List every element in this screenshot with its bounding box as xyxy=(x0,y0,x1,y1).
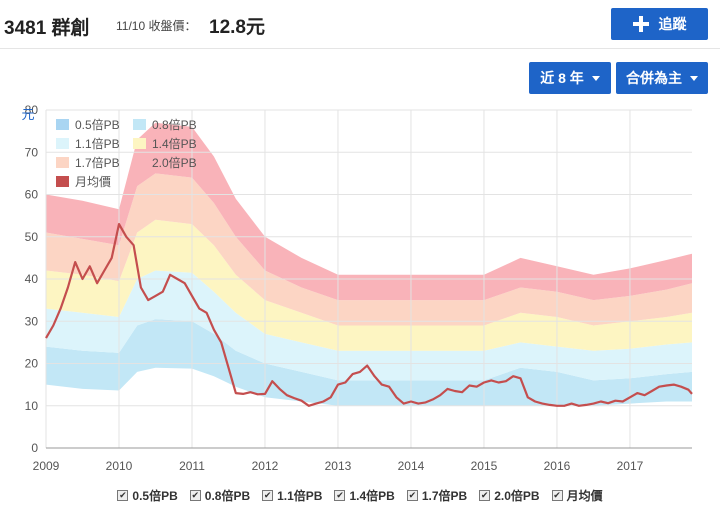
chevron-down-icon xyxy=(591,75,600,81)
legend-label[interactable]: 月均價 xyxy=(75,175,111,189)
y-tick-label: 0 xyxy=(31,441,38,455)
legend-swatch[interactable] xyxy=(56,119,69,130)
band-area-5 xyxy=(46,173,692,326)
chevron-down-icon xyxy=(690,75,698,81)
series-toggle[interactable]: ✔ 1.7倍PB xyxy=(406,487,468,504)
series-toggle-label: 0.5倍PB xyxy=(132,489,178,503)
y-tick-label: 70 xyxy=(25,145,39,159)
range-dropdown[interactable]: 近 8 年 xyxy=(529,62,611,94)
series-toggle-legend: ✔ 0.5倍PB ✔ 0.8倍PB ✔ 1.1倍PB ✔ 1.4倍PB ✔ 1.7倍PB ✔ 2.0倍… xyxy=(0,487,720,504)
legend-swatch[interactable] xyxy=(56,176,69,187)
stock-header: 3481 群創 11/10 收盤價： 12.8元 追蹤 xyxy=(0,0,720,49)
close-price: 12.8元 xyxy=(209,17,265,38)
stock-name: 3481 群創 xyxy=(4,18,90,39)
series-toggle[interactable]: ✔ 1.1倍PB xyxy=(262,487,322,504)
legend-swatch[interactable] xyxy=(133,119,146,130)
x-tick-label: 2014 xyxy=(398,459,425,473)
x-tick-label: 2011 xyxy=(179,459,205,473)
y-tick-label: 30 xyxy=(25,314,39,328)
checkbox-icon[interactable]: ✔ xyxy=(479,490,491,501)
legend-label[interactable]: 1.4倍PB xyxy=(152,136,197,151)
x-tick-label: 2017 xyxy=(617,459,644,473)
checkbox-icon[interactable]: ✔ xyxy=(189,490,201,501)
band-area-2 xyxy=(46,319,692,406)
series-toggle-label: 月均價 xyxy=(566,489,603,503)
basis-dropdown-label: 合併為主 xyxy=(626,70,682,86)
legend-swatch[interactable] xyxy=(133,138,146,149)
plus-icon xyxy=(632,16,649,32)
series-toggle-label: 1.4倍PB xyxy=(349,489,395,503)
legend-label[interactable]: 1.7倍PB xyxy=(75,155,120,170)
x-tick-label: 2016 xyxy=(544,459,571,473)
series-toggle[interactable]: ✔ 月均價 xyxy=(551,487,603,504)
series-toggle[interactable]: ✔ 0.5倍PB xyxy=(117,487,178,504)
checkbox-icon[interactable]: ✔ xyxy=(262,490,274,501)
series-toggle-label: 1.7倍PB xyxy=(421,489,468,503)
band-area-6 xyxy=(46,122,692,301)
x-tick-label: 2013 xyxy=(325,459,352,473)
checkbox-icon[interactable]: ✔ xyxy=(551,490,563,501)
y-axis-unit: 元 xyxy=(21,107,34,122)
y-tick-label: 50 xyxy=(25,230,39,244)
x-tick-label: 2015 xyxy=(471,459,498,473)
series-toggle[interactable]: ✔ 1.4倍PB xyxy=(334,487,395,504)
y-tick-label: 60 xyxy=(25,188,39,202)
series-toggle-label: 2.0倍PB xyxy=(494,489,540,503)
monthly-price-line xyxy=(45,223,693,407)
y-tick-label: 10 xyxy=(25,399,39,413)
legend-label[interactable]: 1.1倍PB xyxy=(75,136,120,151)
band-area-4 xyxy=(46,219,692,351)
y-tick-label: 40 xyxy=(25,272,39,286)
legend-label[interactable]: 0.5倍PB xyxy=(75,117,120,132)
series-toggle-label: 1.1倍PB xyxy=(277,489,323,503)
series-toggle[interactable]: ✔ 0.8倍PB xyxy=(189,487,251,504)
y-tick-label: 80 xyxy=(25,103,39,117)
series-toggle-label: 0.8倍PB xyxy=(204,489,251,503)
track-button-label: 追蹤 xyxy=(658,16,687,32)
x-tick-label: 2010 xyxy=(106,459,133,473)
track-button[interactable]: 追蹤 xyxy=(611,8,708,40)
legend-label[interactable]: 2.0倍PB xyxy=(152,155,197,170)
checkbox-icon[interactable]: ✔ xyxy=(117,490,129,501)
y-tick-label: 20 xyxy=(25,357,39,371)
legend-swatch[interactable] xyxy=(56,157,69,168)
series-toggle[interactable]: ✔ 2.0倍PB xyxy=(479,487,540,504)
basis-dropdown[interactable]: 合併為主 xyxy=(616,62,708,94)
close-date-label: 11/10 收盤價： xyxy=(116,19,197,33)
legend-swatch[interactable] xyxy=(56,138,69,149)
range-dropdown-label: 近 8 年 xyxy=(540,70,584,86)
checkbox-icon[interactable]: ✔ xyxy=(406,490,418,501)
x-tick-label: 2012 xyxy=(252,459,279,473)
legend-label[interactable]: 0.8倍PB xyxy=(152,117,197,132)
legend-swatch[interactable] xyxy=(133,157,146,168)
band-area-3 xyxy=(46,270,692,381)
pb-band-chart: 0 10 20 30 40 50 60 70 80 2009 2010 2011 2012 2013 201… xyxy=(21,103,693,473)
x-tick-label: 2009 xyxy=(33,459,60,473)
checkbox-icon[interactable]: ✔ xyxy=(334,490,346,501)
